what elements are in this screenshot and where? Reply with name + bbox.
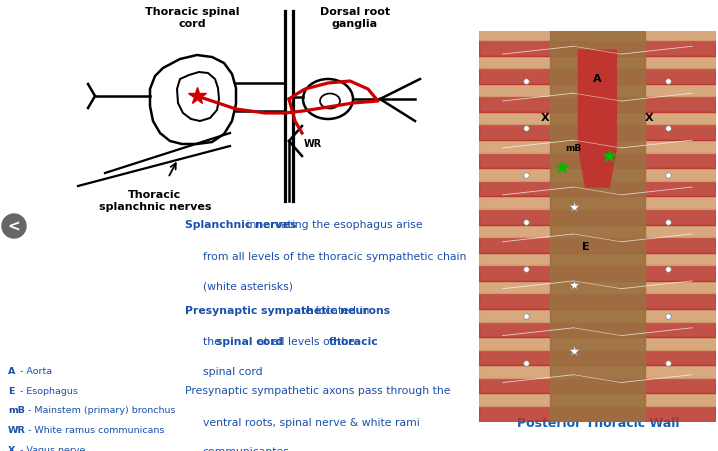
- Bar: [479, 153, 716, 169]
- Bar: [479, 294, 716, 309]
- Bar: [479, 85, 716, 97]
- Text: Splanchnic nerves: Splanchnic nerves: [185, 220, 296, 230]
- Text: <: <: [8, 219, 20, 234]
- Bar: [479, 365, 716, 378]
- Text: thoracic: thoracic: [330, 336, 379, 346]
- Bar: [479, 169, 716, 181]
- Text: Presynaptic sympathetic axons pass through the: Presynaptic sympathetic axons pass throu…: [185, 385, 450, 395]
- Bar: [479, 125, 716, 141]
- Text: A: A: [8, 366, 15, 375]
- Text: - Aorta: - Aorta: [17, 366, 52, 375]
- Text: Thoracic spinal
cord: Thoracic spinal cord: [145, 7, 239, 29]
- Text: the: the: [202, 336, 224, 346]
- Text: - Vagus nerve: - Vagus nerve: [17, 445, 85, 451]
- Text: WR: WR: [304, 139, 322, 149]
- Text: - Mainstem (primary) bronchus: - Mainstem (primary) bronchus: [25, 405, 176, 414]
- Bar: [479, 56, 716, 69]
- Bar: [479, 266, 716, 281]
- Text: communicantes: communicantes: [202, 446, 289, 451]
- Text: are located in: are located in: [291, 305, 369, 315]
- Text: - Esophagus: - Esophagus: [17, 386, 78, 395]
- Text: E: E: [8, 386, 14, 395]
- Text: at all levels of the: at all levels of the: [254, 336, 358, 346]
- Text: Presynaptic sympathetic neurons: Presynaptic sympathetic neurons: [185, 305, 390, 315]
- Text: mB: mB: [566, 144, 582, 153]
- Text: X: X: [645, 112, 654, 122]
- Bar: [479, 322, 716, 337]
- Text: X: X: [8, 445, 15, 451]
- Bar: [479, 225, 716, 238]
- Bar: [479, 197, 716, 209]
- Bar: [479, 238, 716, 253]
- Text: Thoracic
splanchnic nerves: Thoracic splanchnic nerves: [99, 189, 211, 212]
- Bar: [479, 281, 716, 294]
- Text: - White ramus communicans: - White ramus communicans: [25, 425, 164, 434]
- Bar: [479, 209, 716, 225]
- Bar: [479, 378, 716, 394]
- Text: spinal cord: spinal cord: [202, 366, 262, 376]
- Bar: [479, 406, 716, 422]
- Bar: [479, 69, 716, 85]
- Bar: [479, 253, 716, 266]
- Bar: [479, 394, 716, 406]
- Circle shape: [2, 215, 26, 239]
- Text: X: X: [541, 112, 549, 122]
- Text: mB: mB: [8, 405, 25, 414]
- Text: innervating the esophagus arise: innervating the esophagus arise: [243, 220, 422, 230]
- Bar: [479, 181, 716, 197]
- Bar: [479, 113, 716, 125]
- Text: (white asterisks): (white asterisks): [202, 281, 292, 290]
- Bar: [479, 309, 716, 322]
- Text: Dorsal root
ganglia: Dorsal root ganglia: [320, 7, 390, 29]
- Text: A: A: [593, 74, 602, 83]
- Bar: [479, 97, 716, 113]
- Text: ventral roots, spinal nerve & white rami: ventral roots, spinal nerve & white rami: [202, 417, 419, 427]
- Bar: [479, 28, 716, 41]
- Text: spinal cord: spinal cord: [216, 336, 284, 346]
- Polygon shape: [579, 51, 616, 188]
- Bar: [479, 41, 716, 56]
- Bar: [479, 350, 716, 365]
- Bar: [479, 141, 716, 153]
- Text: Posterior Thoracic Wall: Posterior Thoracic Wall: [517, 417, 679, 429]
- Bar: [479, 337, 716, 350]
- Text: WR: WR: [8, 425, 26, 434]
- Bar: [550, 32, 645, 422]
- Text: E: E: [582, 241, 589, 251]
- Text: from all levels of the thoracic sympathetic chain: from all levels of the thoracic sympathe…: [202, 251, 466, 261]
